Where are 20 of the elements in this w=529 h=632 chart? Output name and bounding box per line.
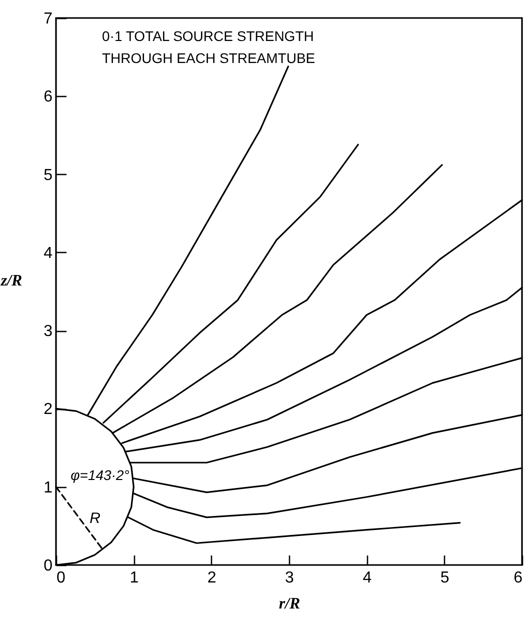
x-tick-label: 0: [56, 570, 66, 586]
y-tick-label: 7: [44, 10, 53, 28]
x-axis-title: r/R: [278, 596, 300, 612]
x-tick-label: 3: [285, 570, 294, 586]
y-tick-label: 4: [44, 244, 53, 262]
x-tick-label: 1: [130, 570, 139, 586]
annotation: φ=143·2°: [70, 467, 130, 483]
y-tick-label: 5: [44, 166, 53, 184]
x-tick-label: 6: [514, 570, 523, 586]
x-tick-label: 4: [362, 570, 372, 586]
y-tick-label: 0: [44, 558, 53, 574]
annotation: R: [90, 510, 101, 527]
x-tick-label: 5: [440, 570, 450, 586]
y-tick-label: 2: [44, 401, 53, 418]
annotation: 0·1 TOTAL SOURCE STRENGTH THROUGH EACH STREAMTUBE: [102, 28, 316, 66]
y-tick-label: 1: [44, 479, 53, 496]
y-tick-label: 3: [44, 323, 53, 340]
y-tick-label: 6: [44, 88, 53, 106]
x-tick-label: 2: [207, 570, 216, 586]
y-axis-title: z/R: [0, 272, 22, 290]
